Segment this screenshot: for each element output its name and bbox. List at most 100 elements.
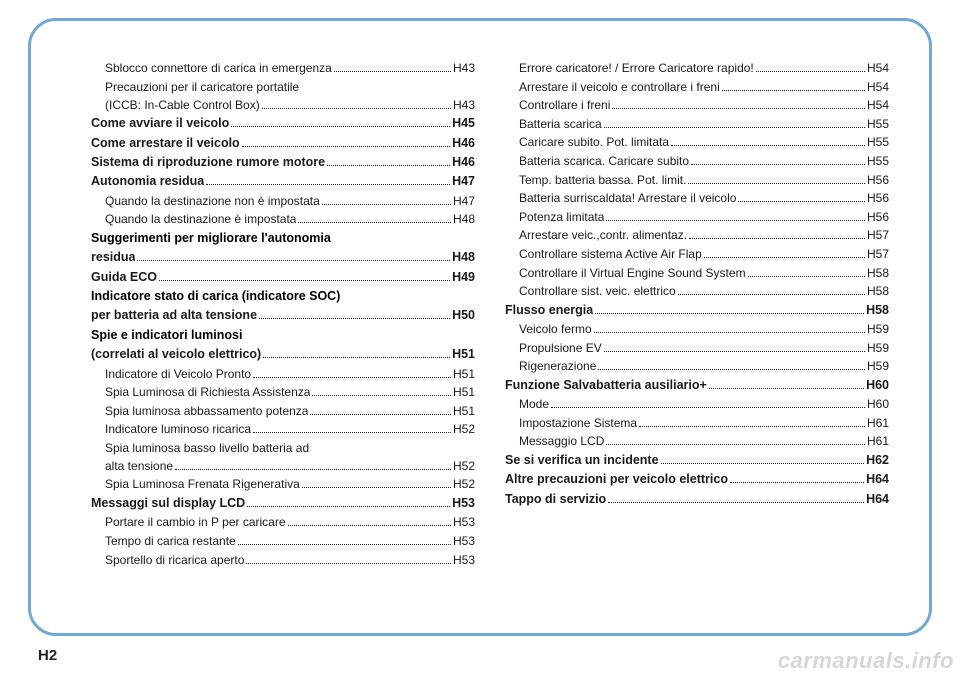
toc-leader-dots xyxy=(608,502,864,503)
toc-page-ref: H56 xyxy=(867,189,889,208)
toc-page-ref: H59 xyxy=(867,339,889,358)
toc-page-ref: H54 xyxy=(867,96,889,115)
toc-leader-dots xyxy=(748,276,865,277)
toc-entry: Altre precauzioni per veicolo elettrico H… xyxy=(505,470,889,489)
toc-page-ref: H61 xyxy=(867,414,889,433)
toc-label: Controllare sist. veic. elettrico xyxy=(519,282,676,301)
toc-leader-dots xyxy=(262,108,451,109)
toc-label: Come arrestare il veicolo xyxy=(91,134,240,153)
toc-entry: Batteria surriscaldata! Arrestare il vei… xyxy=(505,189,889,208)
toc-label: Funzione Salvabatteria ausiliario+ xyxy=(505,376,707,395)
toc-leader-dots xyxy=(263,357,450,358)
toc-leader-dots xyxy=(334,71,451,72)
toc-entry: residuaH48 xyxy=(91,248,475,267)
toc-entry: Flusso energiaH58 xyxy=(505,301,889,320)
toc-leader-dots xyxy=(691,164,865,165)
toc-entry: Temp. batteria bassa. Pot. limit.H56 xyxy=(505,171,889,190)
toc-page-ref: H58 xyxy=(867,264,889,283)
toc-label: Altre precauzioni per veicolo elettrico xyxy=(505,470,728,489)
toc-label: Batteria surriscaldata! Arrestare il vei… xyxy=(519,189,736,208)
toc-label: Arrestare il veicolo e controllare i fre… xyxy=(519,78,720,97)
toc-label: Sblocco connettore di carica in emergenz… xyxy=(105,59,332,78)
toc-entry: Funzione Salvabatteria ausiliario+H60 xyxy=(505,376,889,395)
toc-leader-dots xyxy=(689,238,865,239)
toc-page-ref: H43 xyxy=(453,96,475,115)
toc-leader-dots xyxy=(238,544,451,545)
toc-label: Messaggio LCD xyxy=(519,432,604,451)
toc-page-ref: H57 xyxy=(867,245,889,264)
toc-leader-dots xyxy=(322,204,451,205)
toc-entry: Controllare sistema Active Air FlapH57 xyxy=(505,245,889,264)
toc-label: Indicatore di Veicolo Pronto xyxy=(105,365,251,384)
toc-leader-dots xyxy=(604,351,865,352)
toc-label: alta tensione xyxy=(105,457,173,476)
toc-entry: Caricare subito. Pot. limitataH55 xyxy=(505,133,889,152)
toc-label: Autonomia residua xyxy=(91,172,204,191)
toc-entry: Sblocco connettore di carica in emergenz… xyxy=(91,59,475,78)
toc-page-ref: H51 xyxy=(452,345,475,364)
toc-entry: RigenerazioneH59 xyxy=(505,357,889,376)
toc-leader-dots xyxy=(253,432,451,433)
toc-leader-dots xyxy=(302,487,451,488)
toc-leader-dots xyxy=(606,220,865,221)
toc-page-ref: H46 xyxy=(452,153,475,172)
toc-leader-dots xyxy=(598,369,865,370)
toc-label: (correlati al veicolo elettrico) xyxy=(91,345,261,364)
toc-page-ref: H55 xyxy=(867,133,889,152)
toc-leader-dots xyxy=(310,414,451,415)
toc-entry: Errore caricatore! / Errore Caricatore r… xyxy=(505,59,889,78)
toc-leader-dots xyxy=(612,108,865,109)
toc-column-left: Sblocco connettore di carica in emergenz… xyxy=(91,59,475,569)
toc-page-ref: H55 xyxy=(867,152,889,171)
toc-page-ref: H52 xyxy=(453,457,475,476)
toc-label: Sportello di ricarica aperto xyxy=(105,551,244,570)
toc-entry: Messaggio LCDH61 xyxy=(505,432,889,451)
toc-entry: per batteria ad alta tensioneH50 xyxy=(91,306,475,325)
toc-leader-dots xyxy=(730,482,864,483)
toc-page-ref: H54 xyxy=(867,59,889,78)
toc-entry: (correlati al veicolo elettrico) H51 xyxy=(91,345,475,364)
toc-entry: Come avviare il veicoloH45 xyxy=(91,114,475,133)
toc-entry: Tempo di carica restanteH53 xyxy=(91,532,475,551)
toc-label-continuation: Indicatore stato di carica (indicatore S… xyxy=(91,287,475,306)
toc-entry: Batteria scarica H55 xyxy=(505,115,889,134)
toc-entry: Guida ECOH49 xyxy=(91,268,475,287)
toc-entry: Batteria scarica. Caricare subito H55 xyxy=(505,152,889,171)
toc-entry: Quando la destinazione è impostataH48 xyxy=(91,210,475,229)
toc-label: Propulsione EV xyxy=(519,339,602,358)
toc-label: Batteria scarica xyxy=(519,115,602,134)
toc-page-ref: H48 xyxy=(453,210,475,229)
toc-leader-dots xyxy=(671,145,865,146)
toc-leader-dots xyxy=(678,294,865,295)
toc-entry: Se si verifica un incidenteH62 xyxy=(505,451,889,470)
toc-label: Flusso energia xyxy=(505,301,593,320)
toc-page-ref: H53 xyxy=(453,532,475,551)
toc-label: Errore caricatore! / Errore Caricatore r… xyxy=(519,59,754,78)
toc-label: Spia Luminosa di Richiesta Assistenza xyxy=(105,383,310,402)
toc-leader-dots xyxy=(756,71,865,72)
toc-label: Potenza limitata xyxy=(519,208,604,227)
toc-page-ref: H55 xyxy=(867,115,889,134)
toc-label: Veicolo fermo xyxy=(519,320,592,339)
toc-entry: Tappo di servizioH64 xyxy=(505,490,889,509)
toc-leader-dots xyxy=(288,525,451,526)
toc-leader-dots xyxy=(159,280,450,281)
page-frame: Sblocco connettore di carica in emergenz… xyxy=(28,18,932,636)
toc-entry: Impostazione SistemaH61 xyxy=(505,414,889,433)
toc-entry: Veicolo fermoH59 xyxy=(505,320,889,339)
toc-page-ref: H62 xyxy=(866,451,889,470)
toc-label: Batteria scarica. Caricare subito xyxy=(519,152,689,171)
toc-leader-dots xyxy=(661,463,865,464)
toc-leader-dots xyxy=(206,184,450,185)
toc-leader-dots xyxy=(639,426,865,427)
toc-label: Controllare i freni xyxy=(519,96,610,115)
toc-label: Come avviare il veicolo xyxy=(91,114,229,133)
toc-entry: Autonomia residuaH47 xyxy=(91,172,475,191)
toc-page-ref: H50 xyxy=(452,306,475,325)
toc-label-continuation: Suggerimenti per migliorare l'autonomia xyxy=(91,229,475,248)
toc-page-ref: H64 xyxy=(866,470,889,489)
toc-page-ref: H60 xyxy=(867,395,889,414)
toc-label: Arrestare veic.,contr. alimentaz. xyxy=(519,226,687,245)
watermark: carmanuals.info xyxy=(772,646,960,676)
toc-entry: (ICCB: In-Cable Control Box)H43 xyxy=(91,96,475,115)
